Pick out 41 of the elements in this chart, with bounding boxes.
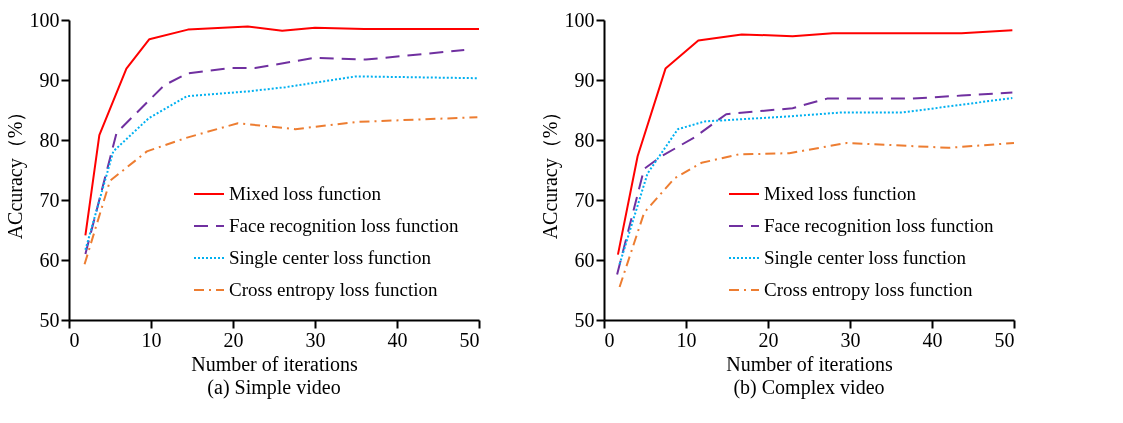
y-tick-label: 50 (39, 308, 60, 331)
legend-label: Cross entropy loss function (229, 279, 438, 300)
x-tick-label: 0 (604, 328, 615, 351)
y-tick-label: 60 (574, 248, 595, 271)
y-tick-label: 60 (39, 248, 60, 271)
x-tick-label: 50 (994, 328, 1015, 351)
y-tick-label: 70 (574, 188, 595, 211)
y-tick-label: 50 (574, 308, 595, 331)
y-tick-label: 100 (29, 8, 60, 31)
x-axis-title: Number of iterations (191, 352, 359, 375)
y-tick-label: 90 (39, 68, 60, 91)
legend-label: Face recognition loss function (229, 215, 460, 236)
x-tick-label: 30 (840, 328, 861, 351)
y-axis-title: ACcuracy（%） (538, 101, 562, 240)
x-axis-title: Number of iterations (726, 352, 894, 375)
legend-label: Cross entropy loss function (764, 279, 973, 300)
legend-label: Single center loss function (764, 247, 967, 268)
x-tick-label: 10 (676, 328, 697, 351)
x-tick-label: 40 (922, 328, 943, 351)
legend-label: Face recognition loss function (764, 215, 995, 236)
line-series (84, 25, 480, 237)
y-tick-label: 80 (39, 128, 60, 151)
y-tick-label: 90 (574, 68, 595, 91)
x-tick-label: 10 (141, 328, 162, 351)
y-tick-label: 80 (574, 128, 595, 151)
x-tick-label: 0 (69, 328, 80, 351)
x-tick-label: 30 (305, 328, 326, 351)
text: (b) Complex video (733, 376, 885, 399)
legend-label: Single center loss function (229, 247, 432, 268)
legend-label: Mixed loss function (764, 183, 917, 204)
y-tick-label: 70 (39, 188, 60, 211)
y-tick-label: 100 (564, 8, 595, 31)
legend-label: Mixed loss function (229, 183, 382, 204)
line-series (83, 116, 479, 266)
x-tick-label: 40 (387, 328, 408, 351)
x-tick-label: 50 (459, 328, 480, 351)
y-axis-title: ACcuracy（%） (3, 101, 27, 240)
x-tick-label: 20 (758, 328, 779, 351)
line-series (84, 75, 479, 251)
text: (a) Simple video (207, 376, 341, 399)
x-tick-label: 20 (223, 328, 244, 351)
